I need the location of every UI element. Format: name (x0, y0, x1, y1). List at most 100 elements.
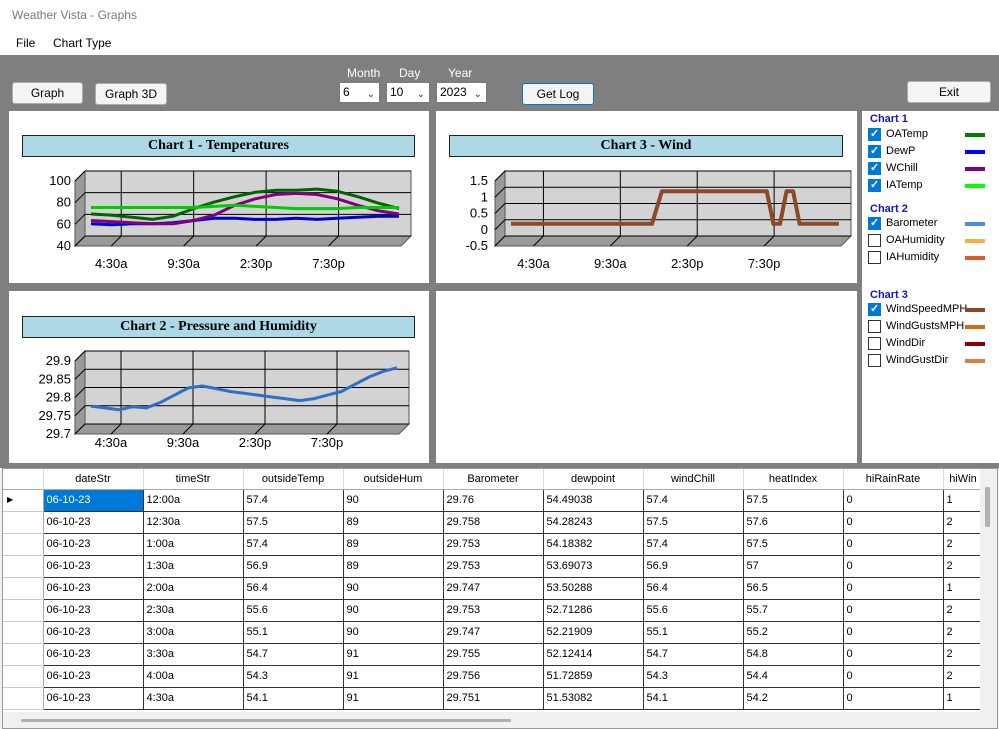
graph-button[interactable]: Graph (12, 82, 83, 104)
horizontal-scrollbar[interactable] (3, 712, 997, 728)
table-cell[interactable]: 29.751 (443, 687, 544, 710)
table-row[interactable]: 06-10-23 12:30a 57.5 89 29.758 54.28243 57.5 57… (3, 511, 984, 534)
legend-checkbox[interactable] (868, 251, 881, 264)
column-header[interactable]: dewpoint (543, 469, 644, 490)
table-cell[interactable]: 54.49038 (543, 489, 644, 512)
table-cell[interactable]: 2 (943, 665, 984, 688)
table-cell[interactable]: 0 (843, 643, 944, 666)
table-cell[interactable]: 55.1 (243, 621, 344, 644)
table-cell[interactable]: 0 (843, 577, 944, 600)
legend-checkbox[interactable] (868, 354, 881, 367)
table-cell[interactable]: 29.747 (443, 621, 544, 644)
table-cell[interactable]: 54.2 (743, 687, 844, 710)
graph-3d-button[interactable]: Graph 3D (95, 83, 167, 105)
row-header[interactable]: ▶ (3, 489, 44, 512)
table-cell[interactable]: 54.1 (643, 687, 744, 710)
vertical-scroll-thumb[interactable] (985, 487, 990, 527)
table-cell[interactable]: 57.5 (743, 533, 844, 556)
table-cell[interactable]: 54.1 (243, 687, 344, 710)
table-cell[interactable]: 56.5 (743, 577, 844, 600)
row-header[interactable] (3, 533, 44, 556)
table-cell[interactable]: 4:00a (143, 665, 244, 688)
table-cell[interactable]: 57.5 (243, 511, 344, 534)
table-cell[interactable]: 91 (343, 665, 444, 688)
month-select[interactable]: 6 ⌄ (339, 82, 380, 103)
table-row[interactable]: 06-10-23 1:00a 57.4 89 29.753 54.18382 57.4 57.… (3, 533, 984, 556)
legend-item-iatemp[interactable]: IATemp (868, 178, 996, 194)
table-cell[interactable]: 54.3 (243, 665, 344, 688)
column-header[interactable]: hiWin (943, 469, 984, 490)
table-cell[interactable]: 57.4 (243, 489, 344, 512)
table-cell[interactable]: 56.9 (243, 555, 344, 578)
table-cell[interactable]: 53.50288 (543, 577, 644, 600)
table-cell[interactable]: 55.2 (743, 621, 844, 644)
table-cell[interactable]: 0 (843, 621, 944, 644)
legend-item-dewp[interactable]: DewP (868, 144, 996, 160)
table-cell[interactable]: 1 (943, 577, 984, 600)
table-row[interactable]: 06-10-23 3:30a 54.7 91 29.755 52.12414 54.7 54.… (3, 643, 984, 666)
table-cell[interactable]: 06-10-23 (43, 511, 144, 534)
table-cell[interactable]: 06-10-23 (43, 489, 144, 512)
table-row[interactable]: 06-10-23 1:30a 56.9 89 29.753 53.69073 56.9 57 0… (3, 555, 984, 578)
table-row[interactable]: 06-10-23 4:30a 54.1 91 29.751 51.53082 54.1 54.… (3, 687, 984, 710)
table-cell[interactable]: 51.53082 (543, 687, 644, 710)
legend-checkbox[interactable] (868, 178, 881, 192)
legend-item-windgustdir[interactable]: WindGustDir (868, 353, 996, 369)
table-cell[interactable]: 1:00a (143, 533, 244, 556)
table-cell[interactable]: 52.71286 (543, 599, 644, 622)
legend-checkbox[interactable] (868, 216, 881, 230)
table-cell[interactable]: 2 (943, 533, 984, 556)
table-cell[interactable]: 51.72859 (543, 665, 644, 688)
table-cell[interactable]: 0 (843, 555, 944, 578)
table-cell[interactable]: 12:00a (143, 489, 244, 512)
table-cell[interactable]: 29.753 (443, 599, 544, 622)
table-cell[interactable]: 54.7 (643, 643, 744, 666)
table-cell[interactable]: 56.4 (243, 577, 344, 600)
table-cell[interactable]: 06-10-23 (43, 577, 144, 600)
exit-button[interactable]: Exit (907, 81, 991, 103)
table-cell[interactable]: 55.1 (643, 621, 744, 644)
table-cell[interactable]: 57.6 (743, 511, 844, 534)
table-cell[interactable]: 1 (943, 489, 984, 512)
table-cell[interactable]: 2:30a (143, 599, 244, 622)
column-header[interactable]: hiRainRate (843, 469, 944, 490)
data-grid[interactable]: dateStr timeStr outsideTemp outsideHum Barom… (2, 468, 998, 729)
table-cell[interactable]: 06-10-23 (43, 665, 144, 688)
table-cell[interactable]: 4:30a (143, 687, 244, 710)
table-cell[interactable]: 2 (943, 621, 984, 644)
table-cell[interactable]: 0 (843, 489, 944, 512)
get-log-button[interactable]: Get Log (522, 83, 594, 105)
table-cell[interactable]: 52.12414 (543, 643, 644, 666)
day-select[interactable]: 10 ⌄ (386, 82, 430, 103)
table-cell[interactable]: 90 (343, 599, 444, 622)
table-cell[interactable]: 29.747 (443, 577, 544, 600)
table-cell[interactable]: 0 (843, 533, 944, 556)
legend-item-barometer[interactable]: Barometer (868, 216, 996, 232)
legend-checkbox[interactable] (868, 234, 881, 247)
table-cell[interactable]: 55.6 (243, 599, 344, 622)
table-cell[interactable]: 57 (743, 555, 844, 578)
table-cell[interactable]: 2 (943, 511, 984, 534)
row-header[interactable] (3, 665, 44, 688)
table-cell[interactable]: 06-10-23 (43, 599, 144, 622)
table-cell[interactable]: 91 (343, 687, 444, 710)
legend-item-oahumidity[interactable]: OAHumidity (868, 233, 996, 249)
table-cell[interactable]: 2 (943, 555, 984, 578)
table-cell[interactable]: 57.5 (643, 511, 744, 534)
table-row[interactable]: 06-10-23 3:00a 55.1 90 29.747 52.21909 55.1 55.… (3, 621, 984, 644)
table-row[interactable]: ▶ 06-10-23 12:00a 57.4 90 29.76 54.49038 57.4 57… (3, 489, 984, 512)
legend-checkbox[interactable] (868, 337, 881, 350)
table-cell[interactable]: 89 (343, 533, 444, 556)
table-cell[interactable]: 3:30a (143, 643, 244, 666)
legend-item-iahumidity[interactable]: IAHumidity (868, 250, 996, 266)
table-cell[interactable]: 55.6 (643, 599, 744, 622)
table-cell[interactable]: 54.8 (743, 643, 844, 666)
menu-file[interactable]: File (16, 36, 36, 50)
table-cell[interactable]: 57.5 (743, 489, 844, 512)
table-cell[interactable]: 89 (343, 555, 444, 578)
table-cell[interactable]: 06-10-23 (43, 621, 144, 644)
table-cell[interactable]: 06-10-23 (43, 643, 144, 666)
column-header[interactable]: timeStr (143, 469, 244, 490)
table-cell[interactable]: 54.7 (243, 643, 344, 666)
row-header[interactable] (3, 555, 44, 578)
